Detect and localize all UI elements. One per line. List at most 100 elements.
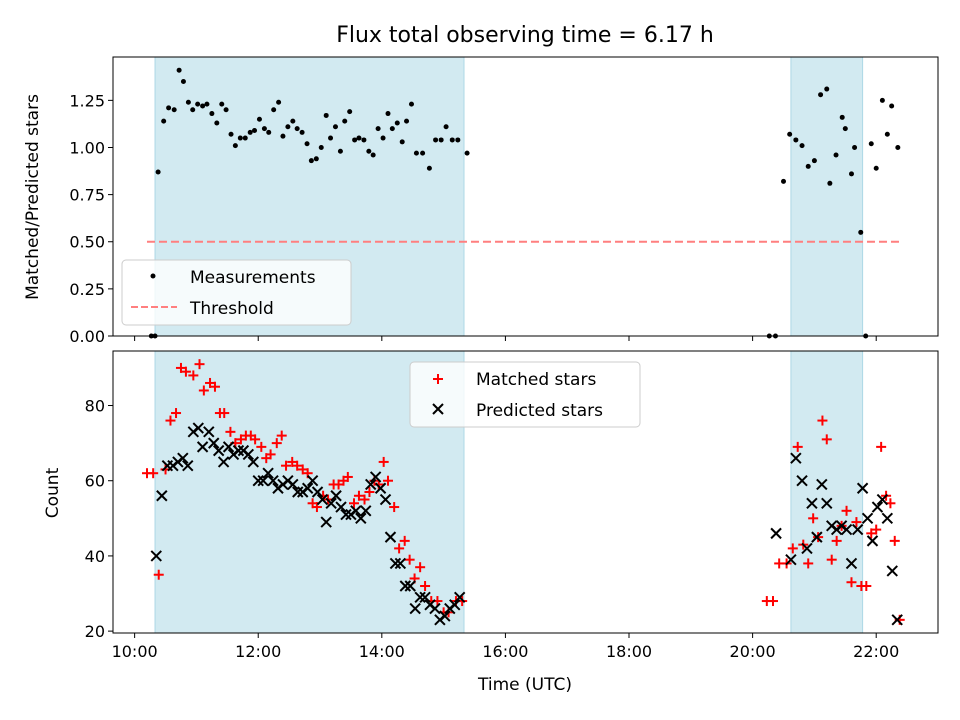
predicted-star-point [150,550,162,562]
top-panel: 0.00 0.25 0.50 0.75 1.00 1.25 Matched/Predict… [23,56,939,346]
measurement-point [219,101,225,107]
predicted-star-point [364,478,377,491]
matched-star-point [846,577,857,588]
predicted-star-point [861,512,874,525]
measurement-point [161,118,167,124]
matched-star-point [851,517,862,528]
predicted-star-point [267,475,279,487]
measurement-point [247,129,253,135]
predicted-star-point [806,497,818,509]
measurement-point [413,150,419,156]
x-tick-label: 18:00 [606,642,652,661]
measurement-point [895,144,901,150]
predicted-star-point [790,452,802,464]
predicted-star-point [840,523,853,536]
predicted-star-point [335,501,347,513]
matched-star-point [871,524,882,535]
predicted-star-point [355,512,367,525]
predicted-star-point [419,591,431,603]
predicted-star-point [811,531,823,543]
measurement-point [811,158,817,164]
measurement-point [884,131,890,137]
y-tick-label: 80 [85,397,105,416]
x-axis-label: Time (UTC) [477,675,572,695]
measurement-point [195,101,201,107]
predicted-star-point [316,493,329,506]
x-tick-label: 22:00 [853,642,899,661]
measurement-point [347,109,353,115]
matched-star-point [876,441,887,452]
measurement-point [464,150,470,156]
matched-star-point [209,381,220,392]
measurement-point [799,143,805,149]
predicted-star-point [866,535,879,547]
measurement-point [404,118,410,124]
predicted-star-point [369,471,382,483]
predicted-star-point [851,523,864,536]
predicted-star-point [196,441,209,453]
predicted-star-point [886,565,898,577]
predicted-star-point [292,486,304,498]
predicted-star-point [203,426,215,438]
measurement-point [873,165,879,171]
y-tick-label: 0.50 [69,233,105,252]
measurement-point [443,124,449,130]
measurement-point [352,137,358,143]
predicted-star-point [360,505,372,517]
y-tick-label: 1.00 [69,138,105,157]
predicted-star-point [384,531,397,543]
legend-measurements-label: Measurements [190,268,316,288]
top-x-ticks [134,336,877,341]
measurement-point [166,105,172,111]
measurement-point [426,165,432,171]
top-y-axis-label: Matched/Predicted stars [23,94,43,300]
measurement-point [228,131,234,137]
measurement-point [304,141,310,147]
matched-star-point [841,505,852,516]
measurement-point [155,169,161,175]
predicted-star-point [409,602,421,615]
measurement-point [342,118,348,124]
measurement-point [276,99,282,105]
measurement-point [204,101,210,107]
measurement-point [793,137,799,143]
measurement-point [827,180,833,186]
predicted-star-point [247,456,259,468]
measurement-point [252,128,258,134]
predicted-star-point [891,614,903,626]
predicted-star-point [320,516,332,528]
x-tick-label: 14:00 [359,642,405,661]
predicted-star-point [252,475,264,487]
predicted-star-point [330,490,342,502]
top-points [148,67,901,339]
predicted-star-point [374,482,387,494]
top-y-ticks: 0.00 0.25 0.50 0.75 1.00 1.25 [69,91,113,346]
measurement-point [299,129,305,135]
matched-star-point [768,596,778,607]
legend-predicted-marker [432,403,444,415]
predicted-star-point [389,557,402,570]
predicted-star-point [449,599,461,611]
bottom-axes-frame [112,350,939,634]
matched-star-point [198,385,209,396]
predicted-star-point [182,459,194,472]
predicted-star-point [785,553,797,566]
measurement-point [313,156,319,162]
matched-star-point [165,415,176,426]
measurement-point [332,124,338,130]
predicted-star-point [192,422,204,434]
matched-star-point [281,460,292,471]
matched-star-point [399,535,410,546]
predicted-star-point [876,493,889,506]
predicted-star-point [881,512,894,525]
measurement-point [237,135,243,141]
measurement-point [366,148,372,154]
matched-star-point [792,441,803,452]
measurement-point [848,171,854,177]
bottom-x-ticks: 10:00 12:00 14:00 16:00 18:00 20:00 22:00 [112,633,899,661]
measurement-point [209,111,215,117]
matched-star-point [148,468,159,479]
y-tick-label: 0.25 [69,280,105,299]
y-tick-label: 20 [85,622,105,641]
